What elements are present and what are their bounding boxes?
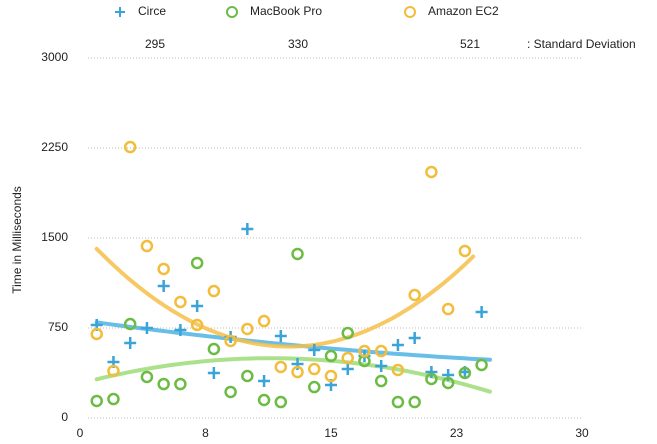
- trend-line: [94, 246, 476, 349]
- data-point: [374, 374, 388, 388]
- data-point: [375, 360, 388, 373]
- std-dev-value: 330: [288, 37, 308, 51]
- data-point: [374, 344, 388, 358]
- data-point: [257, 314, 271, 328]
- data-point: [190, 256, 204, 270]
- data-point: [274, 360, 288, 374]
- data-point: [324, 369, 338, 383]
- data-point: [391, 339, 404, 352]
- data-point: [207, 284, 221, 298]
- data-point: [174, 295, 187, 309]
- data-point: [458, 366, 472, 380]
- data-point: [107, 364, 120, 378]
- legend-marker: [115, 7, 125, 17]
- data-point: [308, 343, 321, 356]
- data-point: [425, 372, 438, 386]
- data-point: [308, 362, 321, 376]
- legend-label: MacBook Pro: [250, 4, 322, 18]
- data-point: [207, 342, 221, 356]
- data-point: [408, 288, 421, 302]
- y-tick-label: 0: [61, 410, 68, 424]
- data-point: [107, 392, 120, 406]
- legend-label: Amazon EC2: [428, 4, 499, 18]
- data-point: [241, 322, 254, 336]
- data-point: [90, 394, 103, 408]
- x-tick-label: 15: [324, 426, 338, 440]
- data-point: [408, 395, 421, 409]
- data-point: [475, 306, 488, 319]
- data-point: [174, 377, 187, 391]
- data-point: [241, 369, 254, 383]
- data-point: [140, 239, 154, 253]
- data-point: [391, 395, 405, 409]
- data-point: [123, 140, 137, 154]
- data-point: [258, 375, 271, 388]
- data-point: [274, 395, 288, 409]
- data-point: [157, 262, 170, 276]
- legend-marker: [404, 6, 416, 18]
- std-dev-value: 295: [145, 37, 165, 51]
- y-tick-label: 3000: [41, 50, 68, 64]
- data-point: [140, 322, 153, 334]
- x-tick-label: 0: [77, 426, 84, 440]
- data-point: [408, 331, 421, 344]
- y-tick-label: 1500: [41, 230, 68, 244]
- data-point: [308, 380, 321, 394]
- x-tick-label: 30: [575, 426, 589, 440]
- data-point: [123, 317, 137, 331]
- data-point: [425, 366, 438, 379]
- data-point: [224, 334, 237, 348]
- data-point: [241, 223, 254, 235]
- std-dev-value: 521: [460, 37, 480, 51]
- data-point: [441, 376, 455, 390]
- data-point: [441, 302, 455, 316]
- data-point: [257, 393, 271, 407]
- x-tick-label: 23: [450, 426, 464, 440]
- y-tick-label: 2250: [41, 140, 68, 154]
- data-point: [90, 327, 103, 341]
- data-point: [291, 247, 304, 261]
- x-tick-label: 8: [202, 426, 209, 440]
- trend-line: [94, 320, 492, 362]
- legend-marker: [226, 6, 238, 18]
- data-point: [157, 280, 170, 292]
- data-point: [341, 326, 354, 340]
- std-dev-label: : Standard Deviation: [527, 37, 636, 51]
- data-point: [341, 363, 354, 376]
- data-point: [224, 385, 237, 399]
- data-point: [124, 337, 137, 349]
- data-point: [458, 244, 472, 258]
- data-point: [391, 363, 405, 377]
- data-point: [291, 365, 304, 379]
- data-point: [358, 344, 371, 358]
- data-point: [475, 358, 488, 372]
- legend-label: Circe: [138, 4, 166, 18]
- data-point: [191, 300, 204, 313]
- data-point: [324, 349, 338, 363]
- data-point: [140, 370, 154, 384]
- data-point: [157, 377, 170, 391]
- data-point: [190, 318, 204, 332]
- data-point: [207, 367, 220, 379]
- data-point: [341, 351, 354, 365]
- y-tick-label: 750: [48, 320, 68, 334]
- data-point: [274, 330, 287, 343]
- data-point: [425, 165, 438, 179]
- trend-line: [94, 356, 492, 394]
- y-axis-label: Time in Milliseconds: [10, 186, 24, 294]
- data-point: [174, 324, 187, 337]
